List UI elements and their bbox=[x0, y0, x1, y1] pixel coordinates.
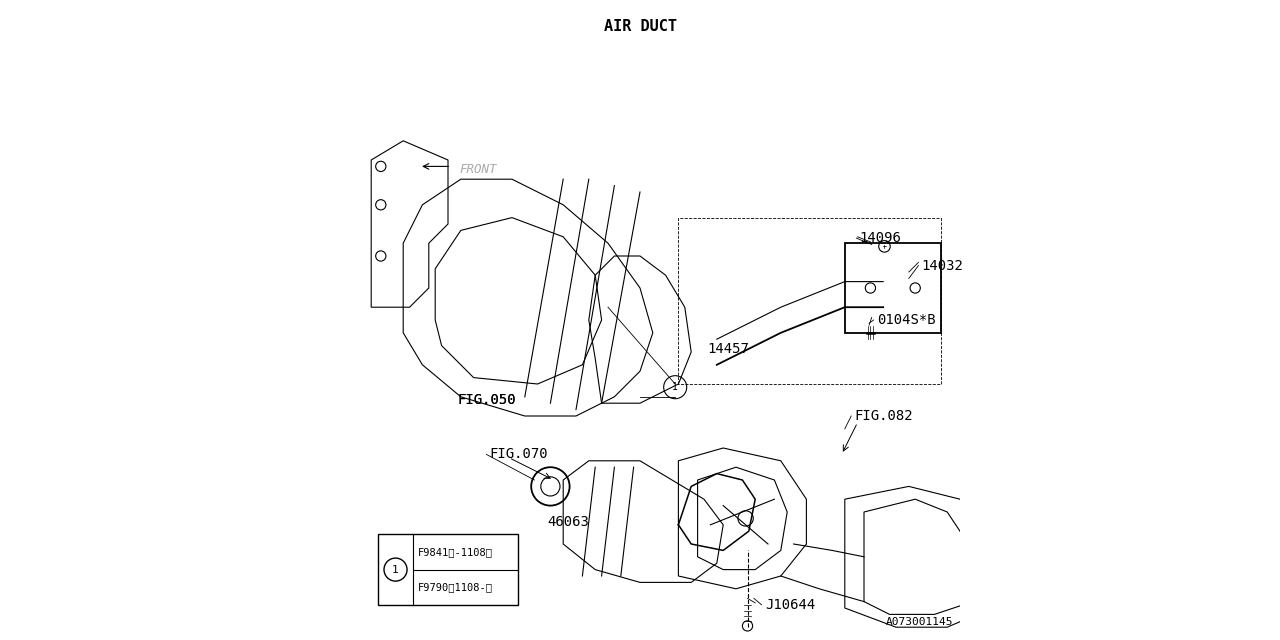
Text: AIR DUCT: AIR DUCT bbox=[603, 19, 677, 34]
Text: 1: 1 bbox=[392, 564, 399, 575]
Text: 46063: 46063 bbox=[548, 515, 589, 529]
Text: J10644: J10644 bbox=[765, 598, 815, 612]
Text: 14032: 14032 bbox=[922, 259, 964, 273]
Text: FIG.050: FIG.050 bbox=[458, 393, 516, 407]
Text: FRONT: FRONT bbox=[460, 163, 497, 176]
Text: 0104S*B: 0104S*B bbox=[877, 313, 936, 327]
Text: F9790（1108-）: F9790（1108-） bbox=[417, 582, 493, 592]
Text: 1: 1 bbox=[672, 382, 678, 392]
Text: FIG.082: FIG.082 bbox=[855, 409, 913, 423]
Text: 14457: 14457 bbox=[708, 342, 749, 356]
Text: FIG.050: FIG.050 bbox=[458, 393, 516, 407]
Bar bbox=[378, 534, 518, 605]
Text: A073001145: A073001145 bbox=[886, 617, 954, 627]
Text: F9841（-1108）: F9841（-1108） bbox=[417, 547, 493, 557]
Text: FIG.070: FIG.070 bbox=[490, 447, 548, 461]
Text: 14096: 14096 bbox=[860, 231, 901, 245]
